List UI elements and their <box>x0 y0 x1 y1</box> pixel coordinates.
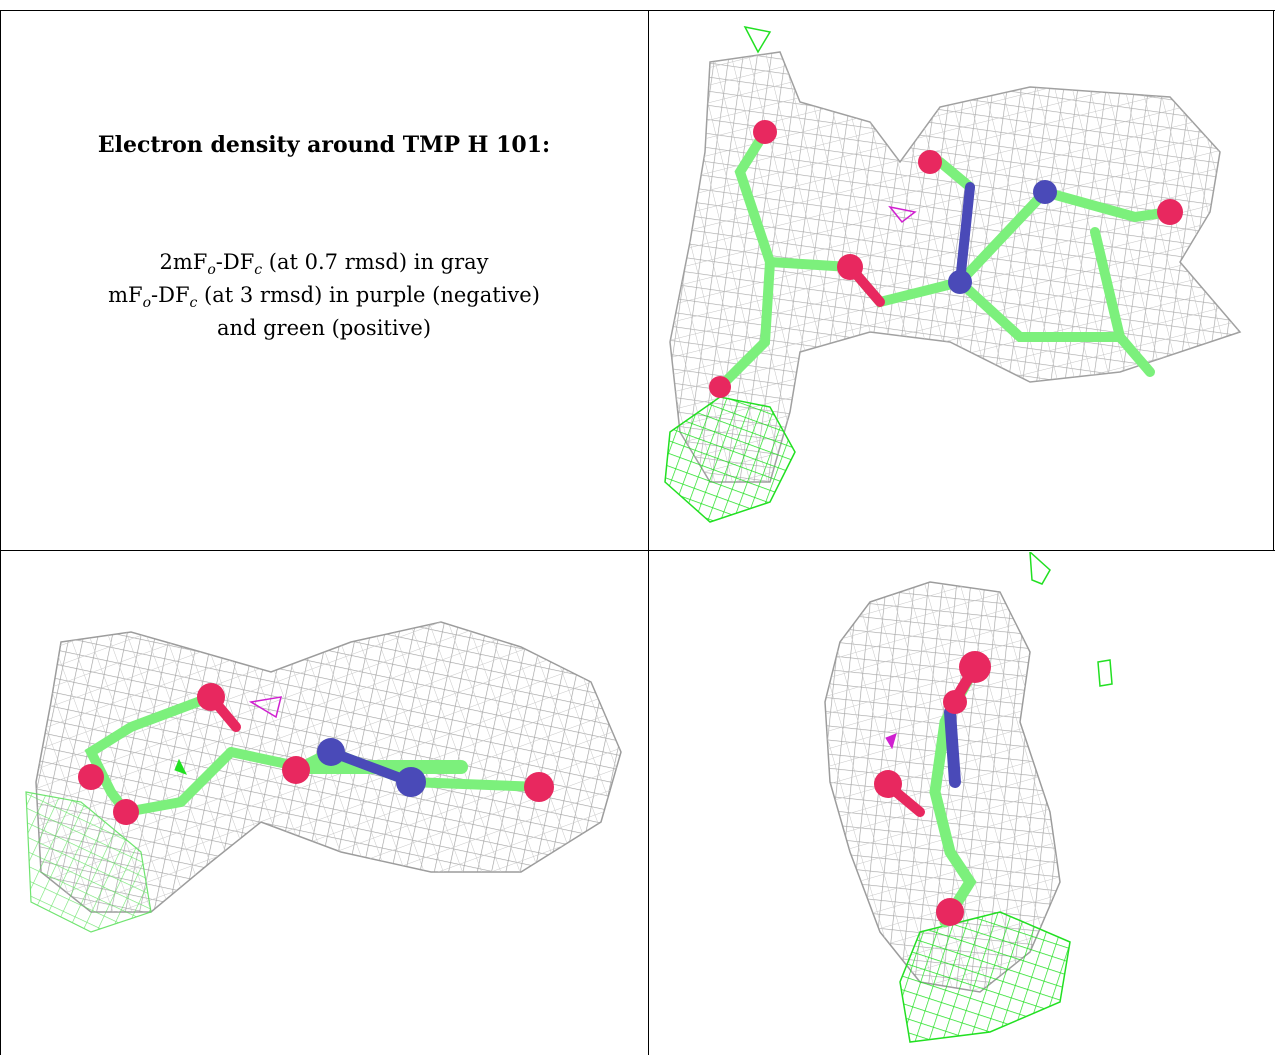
caption-cell: Electron density around TMP H 101: 2mFo-… <box>0 0 648 550</box>
table-border-row <box>0 550 1275 551</box>
density-view-bottom-left <box>1 552 647 1055</box>
table-border-top <box>0 10 1275 11</box>
molecule-figure-1 <box>664 25 1242 523</box>
purple-density-blob <box>248 696 283 719</box>
legend-line-purple: mFo-DFc (at 3 rmsd) in purple (negative) <box>108 283 540 312</box>
atoms <box>709 120 1183 398</box>
green-density-blob <box>743 25 772 54</box>
density-view-top-right <box>650 12 1272 548</box>
purple-density-blob <box>885 733 897 750</box>
green-density-blob <box>174 758 188 775</box>
legend-line-gray: 2mFo-DFc (at 0.7 rmsd) in gray <box>159 250 489 279</box>
purple-density-blob <box>888 205 917 224</box>
density-view-bottom-right <box>650 552 1272 1055</box>
green-density-blob <box>1029 552 1051 585</box>
atoms <box>78 683 554 825</box>
table-border-right <box>1273 10 1274 550</box>
molecule-figure-2 <box>25 621 622 933</box>
atoms <box>874 651 991 926</box>
table-border-left <box>0 10 1 1055</box>
molecule-figure-3 <box>824 552 1113 1043</box>
green-density-blob <box>1097 659 1113 687</box>
caption-legend: 2mFo-DFc (at 0.7 rmsd) in gray mFo-DFc (… <box>0 246 648 345</box>
legend-line-green: and green (positive) <box>216 316 432 340</box>
green-density-mesh <box>25 791 152 933</box>
caption-title: Electron density around TMP H 101: <box>97 132 551 158</box>
green-density-mesh <box>899 911 1071 1043</box>
table-border-middle <box>648 10 649 1055</box>
green-density-mesh <box>664 396 796 523</box>
stick-model <box>84 692 546 818</box>
